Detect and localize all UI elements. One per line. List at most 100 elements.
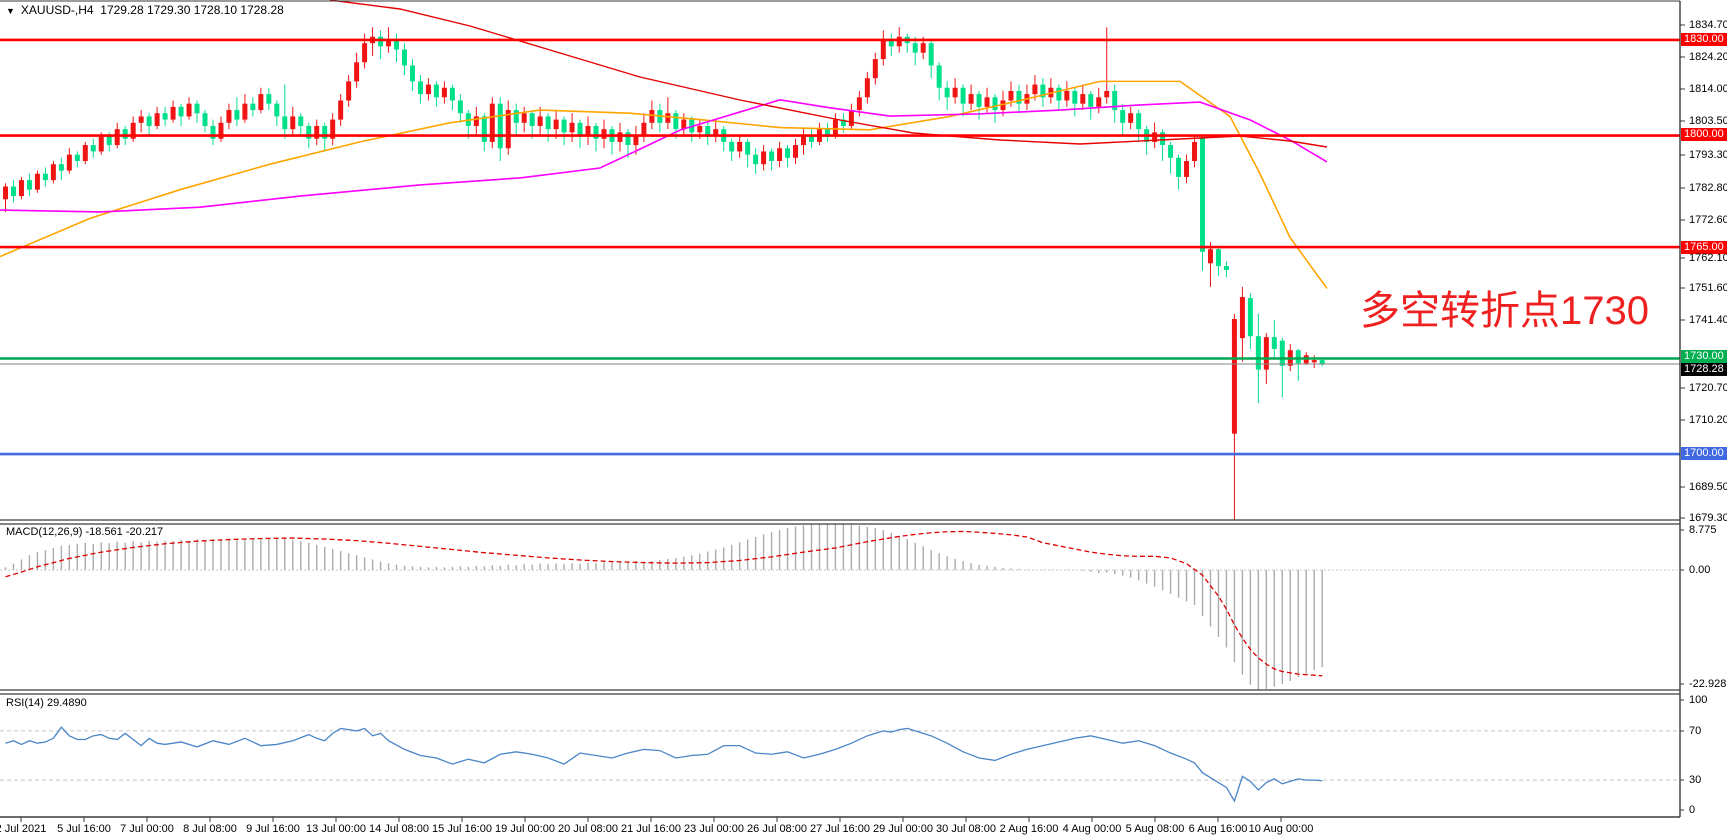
price-axis-label: 1720.70	[1689, 382, 1727, 394]
candle-body	[417, 81, 423, 95]
candle-body	[1136, 113, 1142, 130]
candle-body	[122, 129, 128, 139]
candle-body	[457, 100, 463, 114]
time-axis-label: 14 Jul 08:00	[369, 823, 429, 835]
candle-body	[928, 43, 934, 66]
candle-body	[202, 113, 208, 126]
candle-body	[673, 113, 679, 130]
candle-body	[1096, 97, 1102, 107]
candle-body	[1271, 337, 1277, 349]
candle-body	[545, 116, 551, 130]
candle-body	[26, 180, 32, 190]
price-annotation-text[interactable]: 多空转折点1730	[1360, 289, 1649, 333]
candle-body	[162, 113, 168, 120]
candle-body	[513, 110, 519, 123]
time-axis-label: 23 Jul 00:00	[684, 823, 744, 835]
candle-body	[577, 122, 583, 136]
price-axis-label: 1689.50	[1689, 481, 1727, 493]
candle-body	[832, 119, 838, 136]
time-axis-label: 29 Jul 00:00	[873, 823, 933, 835]
price-axis-label: 1679.30	[1689, 512, 1727, 524]
candle-body	[130, 122, 136, 139]
candle-body	[42, 173, 48, 181]
candle-body	[785, 148, 791, 158]
candle-body	[705, 125, 711, 136]
candle-body	[601, 129, 607, 139]
price-axis-label: 1803.50	[1689, 115, 1727, 127]
price-badge: 1765.00	[1681, 241, 1727, 254]
candle-body	[1223, 266, 1229, 270]
candle-body	[856, 97, 862, 111]
candle-body	[641, 122, 647, 136]
candle-body	[178, 106, 184, 117]
candle-body	[1239, 297, 1245, 339]
candle-body	[1207, 249, 1213, 264]
candle-body	[1040, 84, 1046, 98]
candle-body	[1032, 84, 1038, 95]
candle-body	[1295, 350, 1301, 364]
candle-body	[242, 103, 248, 120]
candle-body	[98, 135, 104, 152]
time-axis-label: 30 Jul 08:00	[936, 823, 996, 835]
candle-body	[74, 154, 80, 162]
price-axis-label: 1814.00	[1689, 83, 1727, 95]
candle-body	[210, 125, 216, 139]
candle-body	[976, 94, 982, 107]
candle-body	[1080, 94, 1086, 104]
candle-body	[992, 97, 998, 111]
candle-body	[1000, 100, 1006, 111]
candle-body	[1056, 87, 1062, 101]
time-axis-label: 10 Aug 00:00	[1248, 823, 1314, 835]
candle-body	[266, 94, 272, 104]
candle-body	[1176, 157, 1182, 177]
candle-body	[226, 110, 232, 123]
candle-body	[593, 125, 599, 139]
candle-body	[1247, 297, 1253, 337]
candle-body	[441, 87, 447, 98]
price-axis-label: 1710.20	[1689, 414, 1727, 426]
price-axis-label: 1751.60	[1689, 282, 1727, 294]
candle-body	[194, 103, 200, 114]
indicator-axis-label: 8.775	[1689, 524, 1717, 536]
candle-body	[34, 173, 40, 190]
candle-body	[497, 103, 503, 149]
candle-body	[912, 43, 918, 53]
price-badge: 1730.00	[1681, 350, 1727, 363]
candle-body	[290, 116, 296, 130]
candle-body	[66, 154, 72, 171]
candle-body	[753, 154, 759, 165]
symbol-period-label: XAUUSD-,H4	[20, 3, 94, 17]
ma-slow-line	[0, 99, 1328, 213]
candle-body	[322, 125, 328, 139]
candle-body	[888, 39, 894, 47]
candle-body	[840, 119, 846, 126]
price-badge: 1728.28	[1681, 363, 1727, 376]
rsi-indicator-label: RSI(14) 29.4890	[6, 697, 87, 709]
candle-body	[665, 113, 671, 123]
time-axis-label: 9 Jul 16:00	[246, 823, 300, 835]
candle-body	[697, 125, 703, 133]
candle-body	[1120, 110, 1126, 123]
candle-body	[338, 100, 344, 120]
candle-body	[82, 145, 88, 162]
candle-body	[864, 78, 870, 98]
price-axis-label: 1834.70	[1689, 19, 1727, 31]
candle-body	[1016, 90, 1022, 104]
candle-body	[154, 113, 160, 126]
time-axis-label: 8 Jul 08:00	[183, 823, 237, 835]
time-axis-label: 2 Jul 2021	[0, 823, 47, 835]
candle-body	[920, 43, 926, 53]
chart-title: ▼ XAUUSD-,H4 1729.28 1729.30 1728.10 1728…	[6, 3, 284, 17]
candle-body	[505, 110, 511, 149]
time-axis-label: 4 Aug 00:00	[1062, 823, 1122, 835]
candle-body	[713, 129, 719, 136]
candle-body	[745, 141, 751, 155]
candle-body	[872, 59, 878, 79]
candle-body	[409, 65, 415, 82]
candle-body	[625, 132, 631, 146]
candle-body	[649, 110, 655, 123]
candle-body	[282, 116, 288, 130]
candle-body	[170, 106, 176, 120]
